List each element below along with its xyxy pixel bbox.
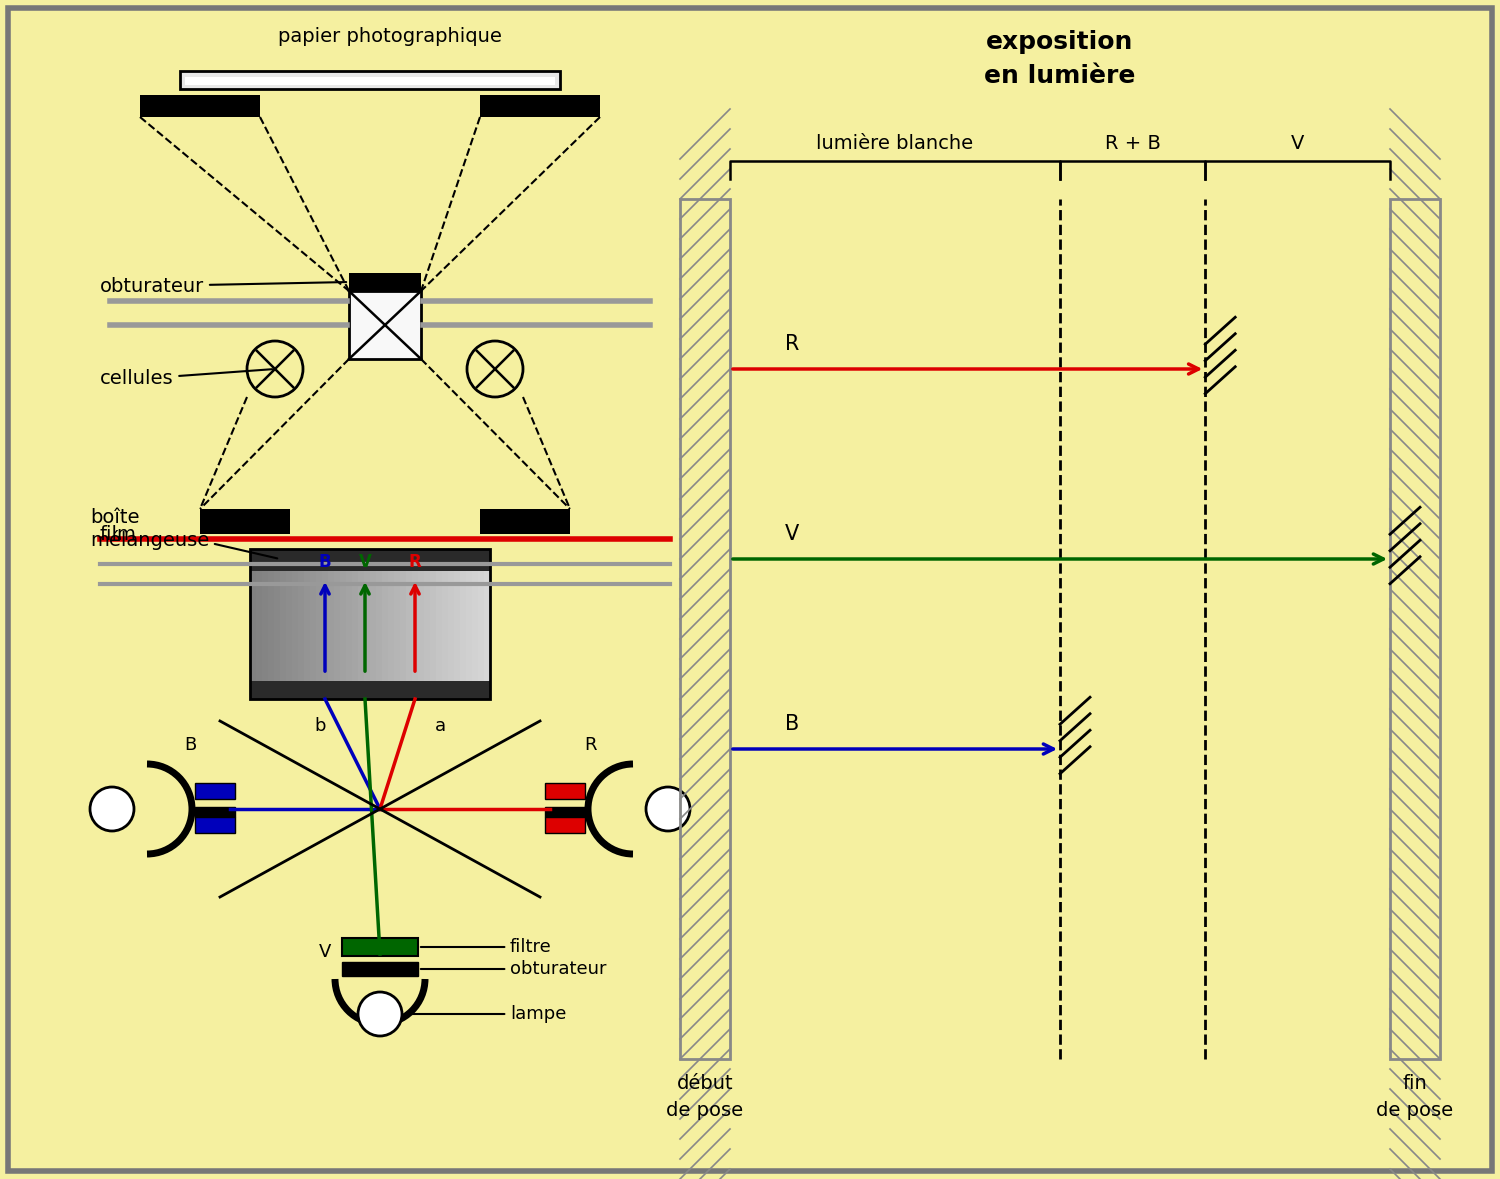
Bar bbox=[342, 938, 418, 956]
Circle shape bbox=[90, 788, 134, 831]
Bar bbox=[251, 549, 490, 699]
Bar bbox=[316, 549, 322, 699]
Bar bbox=[184, 77, 555, 85]
Bar bbox=[268, 549, 274, 699]
Bar bbox=[472, 549, 478, 699]
Bar bbox=[304, 549, 310, 699]
Text: b: b bbox=[315, 717, 326, 735]
Bar bbox=[200, 509, 290, 534]
Bar bbox=[195, 817, 236, 834]
Text: début
de pose: début de pose bbox=[666, 1074, 744, 1120]
Bar bbox=[436, 549, 442, 699]
Bar bbox=[251, 681, 490, 699]
Text: film: film bbox=[100, 525, 136, 544]
Bar bbox=[424, 549, 430, 699]
Text: lumière blanche: lumière blanche bbox=[816, 134, 974, 153]
Text: boîte
mélangeuse: boîte mélangeuse bbox=[90, 508, 278, 559]
Bar bbox=[334, 549, 340, 699]
Bar bbox=[394, 549, 400, 699]
Bar bbox=[340, 549, 346, 699]
Bar bbox=[370, 549, 376, 699]
Bar bbox=[280, 549, 286, 699]
Bar bbox=[430, 549, 436, 699]
Bar bbox=[1390, 199, 1440, 1059]
Text: fin
de pose: fin de pose bbox=[1377, 1074, 1454, 1120]
Text: R + B: R + B bbox=[1104, 134, 1161, 153]
Bar bbox=[180, 71, 560, 88]
Bar bbox=[364, 549, 370, 699]
Bar bbox=[322, 549, 328, 699]
Text: R: R bbox=[408, 553, 422, 571]
Text: papier photographique: papier photographique bbox=[278, 27, 502, 46]
Bar bbox=[466, 549, 472, 699]
Text: obturateur: obturateur bbox=[100, 277, 346, 296]
Circle shape bbox=[646, 788, 690, 831]
Bar bbox=[286, 549, 292, 699]
Bar bbox=[298, 549, 304, 699]
Bar bbox=[358, 549, 364, 699]
Bar bbox=[376, 549, 382, 699]
Bar bbox=[419, 549, 424, 699]
Bar bbox=[480, 509, 570, 534]
Bar bbox=[680, 199, 730, 1059]
Bar bbox=[328, 549, 334, 699]
Bar bbox=[140, 95, 260, 117]
Text: filtre: filtre bbox=[422, 938, 552, 956]
Bar bbox=[544, 817, 585, 834]
Text: B: B bbox=[784, 714, 800, 735]
Bar bbox=[350, 291, 422, 358]
Text: exposition
en lumière: exposition en lumière bbox=[984, 31, 1136, 87]
Text: B: B bbox=[184, 736, 196, 755]
Text: cellules: cellules bbox=[100, 369, 272, 389]
Bar bbox=[195, 783, 236, 799]
Text: V: V bbox=[1292, 134, 1305, 153]
Text: R: R bbox=[784, 334, 800, 354]
Text: V: V bbox=[784, 523, 800, 544]
Bar bbox=[544, 806, 585, 817]
Bar bbox=[454, 549, 460, 699]
Circle shape bbox=[358, 992, 402, 1036]
Text: V: V bbox=[320, 943, 332, 961]
Bar bbox=[256, 549, 262, 699]
Bar bbox=[388, 549, 394, 699]
Bar bbox=[350, 274, 422, 291]
Bar bbox=[484, 549, 490, 699]
Bar bbox=[544, 783, 585, 799]
Text: V: V bbox=[358, 553, 372, 571]
Text: a: a bbox=[435, 717, 445, 735]
Bar bbox=[342, 962, 418, 976]
Bar bbox=[262, 549, 268, 699]
Bar bbox=[195, 806, 236, 817]
Bar bbox=[251, 549, 490, 571]
Bar bbox=[274, 549, 280, 699]
Bar bbox=[292, 549, 298, 699]
Bar bbox=[382, 549, 388, 699]
Text: R: R bbox=[584, 736, 596, 755]
Bar bbox=[400, 549, 406, 699]
Text: obturateur: obturateur bbox=[422, 960, 606, 979]
Bar bbox=[460, 549, 466, 699]
Bar bbox=[478, 549, 484, 699]
Bar bbox=[480, 95, 600, 117]
Bar bbox=[352, 549, 358, 699]
Bar bbox=[442, 549, 448, 699]
Bar bbox=[251, 549, 257, 699]
Bar bbox=[310, 549, 316, 699]
Bar bbox=[413, 549, 419, 699]
Text: lampe: lampe bbox=[405, 1005, 567, 1023]
Text: B: B bbox=[318, 553, 332, 571]
Bar bbox=[406, 549, 412, 699]
Bar bbox=[448, 549, 454, 699]
Bar bbox=[346, 549, 352, 699]
